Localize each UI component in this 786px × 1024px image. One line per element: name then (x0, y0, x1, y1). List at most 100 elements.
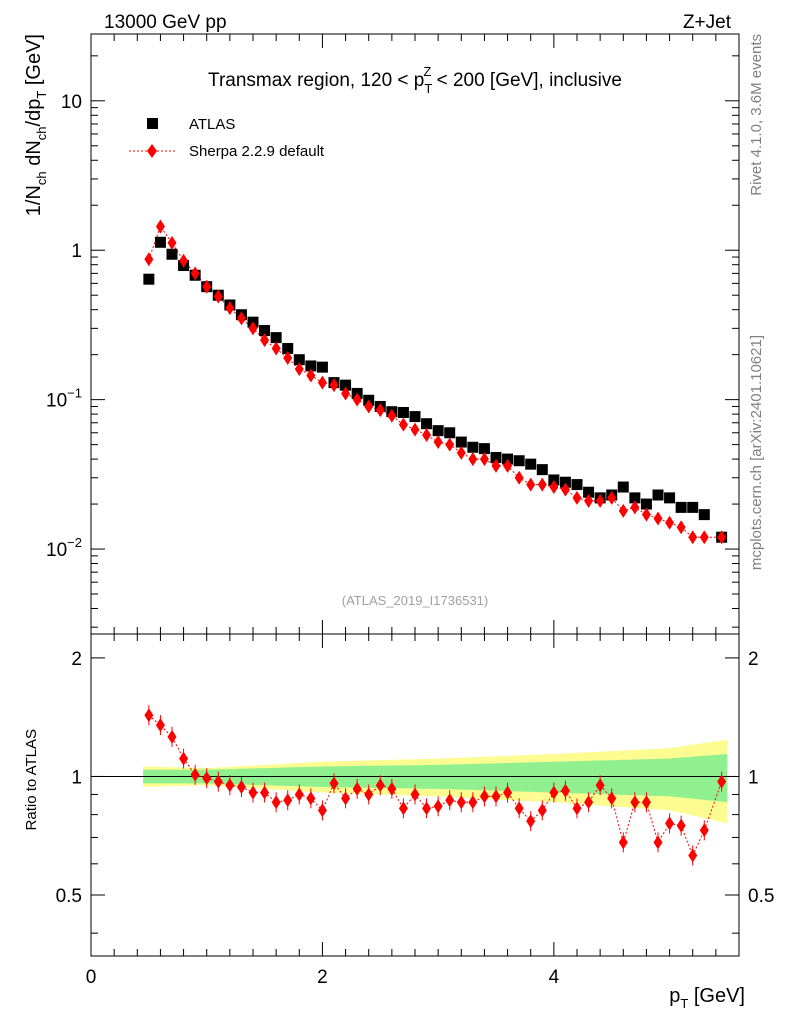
analysis-id-label: (ATLAS_2019_I1736531) (342, 593, 488, 608)
plot-title: Transmax region, 120 < pTZ < 200 [GeV], … (208, 64, 622, 96)
ratio-point (665, 816, 675, 831)
ratio-point (410, 787, 420, 802)
atlas-point (548, 474, 560, 486)
atlas-point (316, 361, 328, 373)
sherpa-point (225, 301, 235, 316)
sherpa-point (410, 422, 420, 437)
xlabel-sub: T (680, 996, 688, 1011)
ratio-point (607, 791, 617, 806)
atlas-point (687, 501, 699, 513)
ratio-point (618, 835, 628, 850)
sherpa-point (641, 507, 651, 522)
ratio-band-inner (143, 754, 728, 803)
y-tick-label-base: 10 (46, 540, 67, 561)
title-post: < 200 [GeV], inclusive (431, 70, 622, 91)
ratio-point (375, 778, 385, 793)
ratio-point (422, 801, 432, 816)
ratio-point (584, 795, 594, 810)
sherpa-point (294, 362, 304, 377)
x-tick-label: 2 (317, 967, 328, 988)
sherpa-point (317, 375, 327, 390)
legend-sherpa-marker (147, 144, 157, 158)
ratio-point (595, 778, 605, 793)
sherpa-point (699, 530, 709, 545)
ratio-point (456, 795, 466, 810)
ylabel-part-f: T (34, 91, 49, 99)
sherpa-point (491, 458, 501, 473)
atlas-point (259, 325, 271, 337)
ratio-point (653, 835, 663, 850)
atlas-point (490, 451, 502, 463)
sherpa-point (630, 500, 640, 515)
x-axis-label: pT [GeV] (669, 985, 745, 1011)
ratio-point (352, 781, 362, 796)
ratio-point (167, 729, 177, 744)
ratio-point (179, 751, 189, 766)
sherpa-point (236, 311, 246, 326)
ratio-point (236, 780, 246, 795)
ratio-tick-label-left: 0.5 (56, 886, 82, 907)
legend-atlas-marker (147, 118, 158, 129)
atlas-point (421, 418, 433, 430)
atlas-point (525, 458, 537, 470)
sherpa-point (398, 417, 408, 432)
legend: ATLAS Sherpa 2.2.9 default (129, 116, 325, 160)
sherpa-point (618, 503, 628, 518)
sherpa-point (572, 490, 582, 505)
ratio-point (271, 795, 281, 810)
ratio-point (260, 785, 270, 800)
atlas-point (305, 360, 317, 372)
ratio-point (514, 801, 524, 816)
ratio-point (468, 795, 478, 810)
ratio-uncertainty-bands (91, 739, 739, 824)
ratio-tick-label-left: 2 (71, 649, 82, 670)
atlas-point (664, 492, 676, 504)
y-tick-label: 10 (61, 92, 82, 113)
ratio-y-axis-label: Ratio to ATLAS (23, 729, 40, 830)
atlas-point (536, 464, 548, 476)
ratio-tick-label-right: 1 (748, 767, 759, 788)
sherpa-point (387, 408, 397, 423)
ratio-point (398, 801, 408, 816)
ratio-point (445, 793, 455, 808)
ratio-point (213, 774, 223, 789)
ylabel-part-a: 1/N (23, 185, 45, 216)
ratio-point (433, 799, 443, 814)
ylabel-part-e: /dp (23, 99, 45, 127)
sherpa-point (688, 530, 698, 545)
atlas-point (455, 436, 467, 448)
sherpa-point (595, 493, 605, 508)
sherpa-point (549, 480, 559, 495)
ylabel-part-g: [GeV] (23, 34, 45, 91)
atlas-point (513, 455, 525, 467)
sherpa-point (364, 399, 374, 414)
sherpa-point (676, 520, 686, 535)
main-data-points (143, 219, 728, 545)
atlas-point (629, 492, 641, 504)
y-axis-label: 1/Nch dNch/dpT [GeV] (23, 34, 49, 216)
sherpa-point (665, 515, 675, 530)
sherpa-point (607, 490, 617, 505)
sherpa-point (514, 470, 524, 485)
sherpa-point (422, 427, 432, 442)
sherpa-point (271, 341, 281, 356)
atlas-point (617, 481, 629, 493)
atlas-point (293, 354, 305, 366)
ratio-point (202, 771, 212, 786)
y-tick-label: 1 (71, 241, 82, 262)
atlas-point (340, 379, 352, 391)
sherpa-point (468, 452, 478, 467)
ratio-point (641, 795, 651, 810)
ratio-point (144, 708, 154, 723)
title-pre: Transmax region, 120 < p (208, 70, 424, 91)
sherpa-line (148, 225, 722, 538)
rivet-version-label: Rivet 4.1.0, 3.6M events (748, 34, 765, 196)
ratio-point (503, 785, 513, 800)
sherpa-point (144, 252, 154, 267)
ratio-point (560, 783, 570, 798)
ratio-point (630, 795, 640, 810)
sherpa-point (456, 445, 466, 460)
ratio-point (572, 801, 582, 816)
y-tick-label-base: 10 (46, 391, 67, 412)
sherpa-point (341, 386, 351, 401)
